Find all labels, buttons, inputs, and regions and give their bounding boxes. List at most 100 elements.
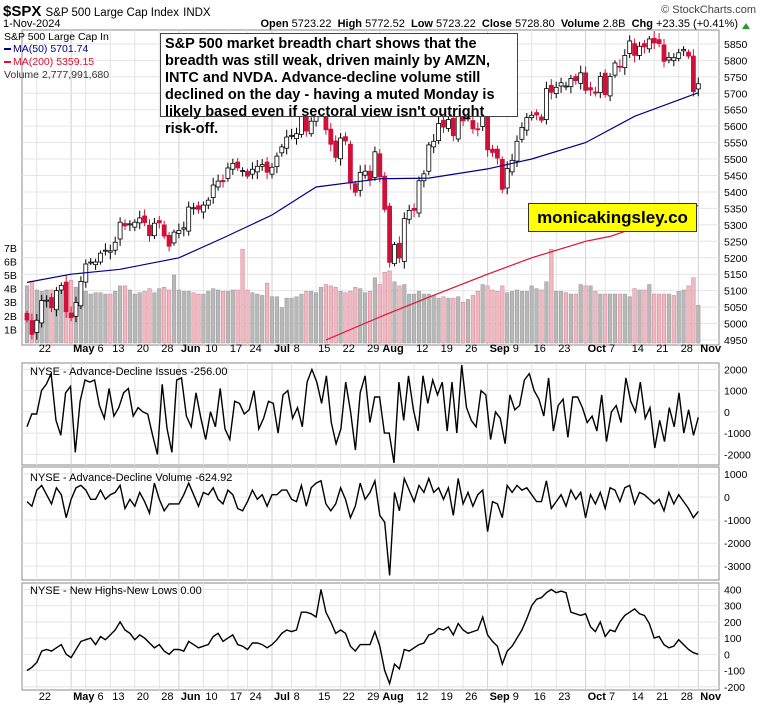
- candle-body: [362, 170, 368, 176]
- candle-body: [676, 52, 682, 59]
- volume-bar: [108, 293, 113, 344]
- volume-bar: [245, 289, 250, 344]
- candle-body: [210, 184, 216, 198]
- volume-bar: [88, 293, 93, 344]
- candle-body: [382, 175, 388, 210]
- volume-bar: [343, 292, 348, 344]
- x-tick-label: Nov: [700, 691, 722, 703]
- candle-body: [666, 56, 672, 61]
- x-tick-label: 19: [441, 343, 453, 355]
- volume-bar: [260, 295, 265, 344]
- x-tick-label: Sep: [490, 691, 510, 703]
- volume-bar: [657, 293, 662, 344]
- volume-bar: [377, 284, 382, 344]
- y-tick-label: 2000: [724, 364, 748, 376]
- volume-bar: [304, 291, 309, 344]
- x-tick-label: 22: [39, 691, 51, 703]
- candle-body: [392, 244, 397, 265]
- candle-body: [445, 119, 451, 129]
- index-name: S&P 500 Large Cap Index: [45, 7, 179, 19]
- low-value: 5723.22: [436, 18, 476, 30]
- volume-bar: [603, 293, 608, 344]
- candle-body: [411, 207, 417, 211]
- volume-bar: [225, 291, 230, 344]
- candle-body: [34, 319, 40, 333]
- high-value: 5772.52: [365, 18, 405, 30]
- volume-label: Volume: [560, 18, 600, 30]
- x-tick-label: 6: [98, 691, 104, 703]
- candle-body: [68, 312, 74, 319]
- y-tick-label: 5400: [724, 187, 748, 199]
- volume-bar: [637, 289, 642, 344]
- volume-bar: [348, 291, 353, 344]
- panel-frame: [21, 466, 720, 581]
- volume-bar: [318, 286, 324, 344]
- volume-bar: [676, 291, 681, 344]
- volume-bar: [431, 295, 436, 344]
- volume-bar: [534, 288, 539, 344]
- y-tick-label: 0: [724, 649, 730, 661]
- x-tick-label: Nov: [700, 343, 722, 355]
- volume-bar: [269, 296, 275, 344]
- volume-bar: [127, 289, 132, 344]
- candle-body: [142, 215, 148, 223]
- volume-bar: [465, 299, 471, 344]
- candle-body: [632, 43, 637, 56]
- candle-body: [284, 136, 290, 149]
- candle-body: [416, 180, 422, 214]
- volume-bar: [681, 289, 686, 344]
- y-tick-label: 5150: [724, 269, 748, 281]
- volume-bar: [142, 291, 147, 344]
- candle-body: [338, 137, 344, 160]
- volume-bar: [622, 293, 627, 344]
- volume-tick-label: 4B: [4, 284, 17, 296]
- volume-bar: [612, 293, 618, 344]
- volume-bar: [583, 285, 588, 344]
- change-label: Chg: [631, 18, 653, 30]
- candle-body: [205, 199, 211, 206]
- volume-bar: [122, 285, 128, 344]
- volume-bar: [554, 291, 559, 344]
- stockcharts-credit[interactable]: © StockCharts.com: [661, 4, 756, 16]
- open-label: Open: [260, 18, 289, 30]
- candle-body: [563, 85, 569, 88]
- volume-bar: [132, 293, 137, 344]
- volume-bar: [338, 291, 343, 344]
- chart-date: 1-Nov-2024: [3, 18, 61, 30]
- volume-bar: [661, 293, 667, 344]
- volume-bar: [446, 297, 451, 344]
- close-value: 5728.80: [514, 18, 555, 30]
- ma50-swatch: [4, 48, 11, 50]
- x-tick-label: 15: [318, 343, 330, 355]
- volume-bar: [181, 291, 186, 344]
- volume-bar: [152, 292, 157, 344]
- candle-body: [450, 117, 456, 137]
- x-tick-label: 28: [161, 343, 173, 355]
- candle-body: [151, 222, 157, 237]
- candle-body: [264, 161, 270, 173]
- volume-bar: [475, 291, 480, 344]
- volume-bar: [671, 295, 676, 344]
- volume-bar: [279, 307, 284, 344]
- x-tick-label: 28: [681, 343, 693, 355]
- indicator-line: [26, 588, 699, 686]
- x-tick-label: 29: [367, 691, 379, 703]
- x-tick-label: Jul: [274, 691, 290, 703]
- x-tick-label: 20: [137, 343, 149, 355]
- volume-bar: [617, 293, 622, 344]
- y-tick-label: -3000: [724, 561, 751, 573]
- volume-bar: [588, 285, 593, 344]
- volume-bar: [573, 293, 578, 344]
- candle-body: [186, 206, 192, 232]
- y-tick-label: -1000: [724, 515, 751, 527]
- x-tick-label: 13: [112, 343, 124, 355]
- volume-bar: [250, 292, 255, 344]
- volume-bar: [529, 285, 534, 344]
- candle-body: [661, 44, 667, 62]
- volume-bar: [294, 296, 299, 344]
- volume-tick-label: 1B: [4, 324, 17, 336]
- ma50-line: [26, 92, 699, 283]
- volume-bar: [524, 291, 529, 344]
- candle-body: [249, 168, 255, 175]
